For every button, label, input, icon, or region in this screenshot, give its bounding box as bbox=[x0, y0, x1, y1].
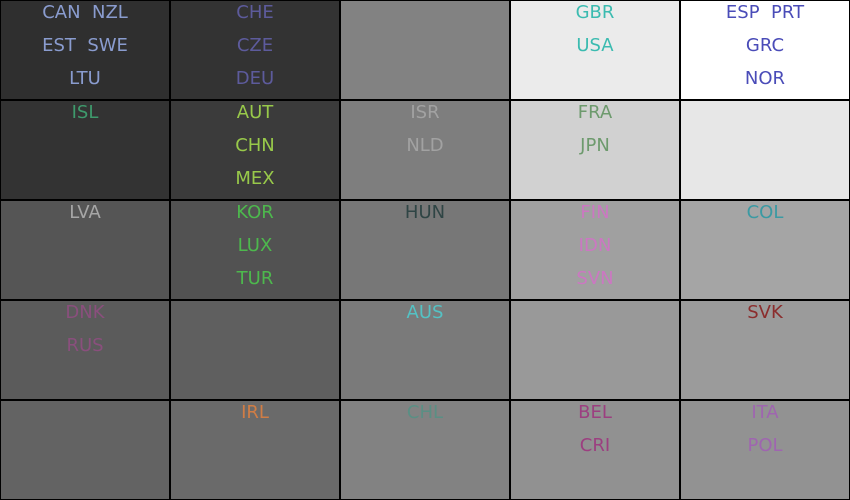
cell-label: MEX bbox=[235, 168, 275, 189]
cell-label: AUT bbox=[236, 102, 274, 123]
heatmap-cell: KOR LUX TUR bbox=[170, 200, 340, 300]
cell-label: LVA bbox=[69, 202, 101, 223]
cell-label: CRI bbox=[579, 435, 611, 456]
cell-label: SVN bbox=[576, 268, 614, 289]
heatmap-cell: HUN bbox=[340, 200, 510, 300]
cell-label: CHE bbox=[236, 2, 274, 23]
heatmap-cell: FIN IDN SVN bbox=[510, 200, 680, 300]
heatmap-cell: DNK RUS bbox=[0, 300, 170, 400]
heatmap-cell: BEL CRI bbox=[510, 400, 680, 500]
heatmap-cell: SVK bbox=[680, 300, 850, 400]
heatmap-cell: CHL bbox=[340, 400, 510, 500]
heatmap-cell bbox=[170, 300, 340, 400]
heatmap-cell: ITA POL bbox=[680, 400, 850, 500]
heatmap-cell bbox=[0, 400, 170, 500]
cell-label: NOR bbox=[744, 68, 786, 89]
cell-label: BEL bbox=[578, 402, 612, 423]
heatmap-cell: COL bbox=[680, 200, 850, 300]
cell-label: IRL bbox=[241, 402, 269, 423]
cell-label: KOR bbox=[236, 202, 274, 223]
cell-label: GRC bbox=[745, 35, 785, 56]
heatmap-cell bbox=[680, 100, 850, 200]
cell-label: FRA bbox=[577, 102, 613, 123]
cell-label: AUS bbox=[406, 302, 444, 323]
cell-label: RUS bbox=[66, 335, 104, 356]
cell-label: CAN NZL bbox=[42, 2, 128, 23]
cell-label: ISR bbox=[410, 102, 440, 123]
heatmap-cell: CHE CZE DEU bbox=[170, 0, 340, 100]
heatmap-cell: IRL bbox=[170, 400, 340, 500]
cell-label: DNK bbox=[65, 302, 105, 323]
heatmap-cell: GBR USA bbox=[510, 0, 680, 100]
heatmap-cell bbox=[510, 300, 680, 400]
cell-label: USA bbox=[576, 35, 614, 56]
cell-label: NLD bbox=[406, 135, 444, 156]
cell-label: IDN bbox=[578, 235, 612, 256]
cell-label: TUR bbox=[236, 268, 274, 289]
cell-label: CHN bbox=[235, 135, 275, 156]
cell-label: DEU bbox=[235, 68, 275, 89]
cell-label: SVK bbox=[747, 302, 783, 323]
heatmap-cell: AUS bbox=[340, 300, 510, 400]
heatmap-cell: CAN NZL EST SWE LTU bbox=[0, 0, 170, 100]
cell-label: FIN bbox=[580, 202, 610, 223]
cell-label: JPN bbox=[580, 135, 610, 156]
heatmap-cell: AUT CHN MEX bbox=[170, 100, 340, 200]
cell-label: LTU bbox=[69, 68, 101, 89]
heatmap-cell: ISL bbox=[0, 100, 170, 200]
heatmap-cell: LVA bbox=[0, 200, 170, 300]
cell-label: ITA bbox=[751, 402, 779, 423]
cell-label: CZE bbox=[236, 35, 274, 56]
heatmap-cell: ESP PRT GRC NOR bbox=[680, 0, 850, 100]
cell-label: EST SWE bbox=[42, 35, 128, 56]
cell-label: CHL bbox=[406, 402, 444, 423]
cell-label: LUX bbox=[237, 235, 273, 256]
cell-label: ESP PRT bbox=[725, 2, 805, 23]
cell-label: POL bbox=[747, 435, 783, 456]
heatmap-cell: ISR NLD bbox=[340, 100, 510, 200]
heatmap-cell: FRA JPN bbox=[510, 100, 680, 200]
cell-label: ISL bbox=[71, 102, 99, 123]
cell-label: COL bbox=[746, 202, 784, 223]
cell-label: HUN bbox=[404, 202, 446, 223]
heatmap-cell bbox=[340, 0, 510, 100]
cell-label: GBR bbox=[575, 2, 615, 23]
